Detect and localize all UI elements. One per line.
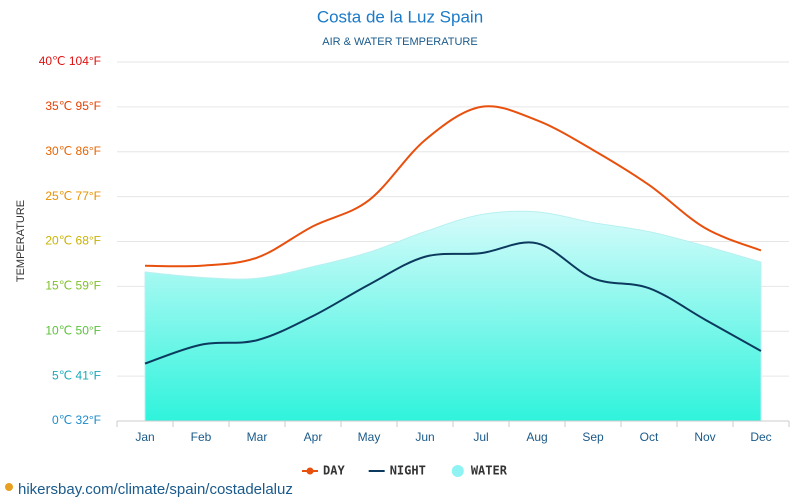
chart-title: Costa de la Luz Spain	[317, 7, 483, 26]
series-line	[144, 105, 762, 268]
x-tick-label: Feb	[191, 430, 212, 444]
x-tick-label: Nov	[694, 430, 715, 444]
source-icon	[5, 483, 13, 491]
legend-label: DAY	[323, 464, 345, 478]
legend-label: NIGHT	[390, 464, 426, 478]
x-tick-label: Aug	[526, 430, 547, 444]
series-line	[144, 241, 762, 365]
x-tick-label: May	[358, 430, 381, 444]
x-tick-label: Oct	[640, 430, 659, 444]
y-tick-label: 0℃ 32°F	[52, 413, 101, 427]
chart-subtitle: AIR & WATER TEMPERATURE	[322, 36, 477, 48]
y-tick-label: 5℃ 41°F	[52, 368, 101, 382]
legend-marker	[306, 467, 314, 475]
x-tick-label: Sep	[582, 430, 604, 444]
y-tick-label: 25℃ 77°F	[45, 189, 101, 203]
x-tick-label: Jul	[473, 430, 488, 444]
legend-swatch	[451, 465, 464, 477]
y-tick-label: 15℃ 59°F	[45, 279, 101, 293]
x-tick-label: Jan	[135, 430, 154, 444]
y-tick-label: 20℃ 68°F	[45, 234, 101, 248]
y-tick-label: 40℃ 104°F	[39, 54, 101, 68]
x-tick-label: Dec	[750, 430, 771, 444]
legend-label: WATER	[471, 464, 508, 478]
source: hikersbay.com/climate/spain/costadelaluz	[18, 481, 293, 498]
x-tick-label: Mar	[247, 430, 268, 444]
y-tick-label: 10℃ 50°F	[45, 323, 101, 337]
x-tick-label: Apr	[304, 430, 323, 444]
y-axis-label: TEMPERATURE	[15, 200, 27, 282]
water-area	[144, 210, 762, 422]
y-tick-label: 30℃ 86°F	[45, 144, 101, 158]
x-tick-label: Jun	[415, 430, 434, 444]
y-tick-label: 35℃ 95°F	[45, 99, 101, 113]
